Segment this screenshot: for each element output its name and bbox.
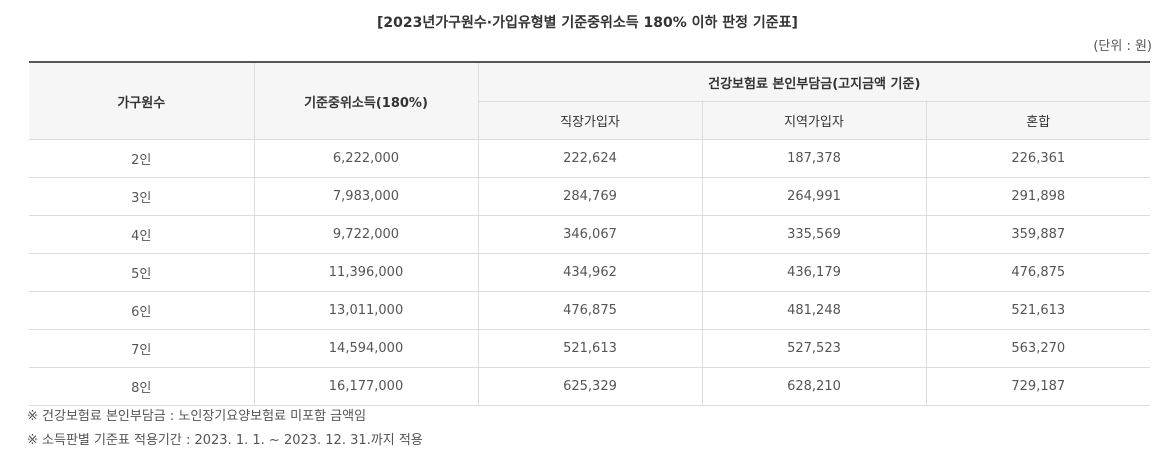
- cell-employee: 434,962: [477, 253, 702, 292]
- cell-mixed: 291,898: [925, 177, 1151, 216]
- table-row: 2인 6,222,000 222,624 187,378 226,361: [29, 139, 1151, 178]
- table-row: 7인 14,594,000 521,613 527,523 563,270: [29, 329, 1151, 368]
- table-row: 6인 13,011,000 476,875 481,248 521,613: [29, 291, 1151, 330]
- header-premium-group: 건강보험료 본인부담금(고지금액 기준): [477, 61, 1151, 102]
- cell-median-income: 16,177,000: [253, 367, 478, 406]
- header-regional: 지역가입자: [701, 101, 926, 140]
- cell-household: 3인: [29, 177, 254, 216]
- cell-regional: 335,569: [701, 215, 926, 254]
- cell-household: 2인: [29, 139, 254, 178]
- header-mixed: 혼합: [925, 101, 1151, 140]
- table-title: [2023년가구원수·가입유형별 기준중위소득 180% 이하 판정 기준표]: [377, 15, 798, 31]
- cell-household: 4인: [29, 215, 254, 254]
- cell-household: 6인: [29, 291, 254, 330]
- cell-median-income: 14,594,000: [253, 329, 478, 368]
- header-row: 가구원수 기준중위소득(180%) 건강보험료 본인부담금(고지금액 기준): [29, 61, 1151, 140]
- cell-mixed: 226,361: [925, 139, 1151, 178]
- footnote: ※ 소득판별 기준표 적용기간 : 2023. 1. 1. ~ 2023. 12…: [27, 433, 423, 448]
- header-household: 가구원수: [29, 61, 254, 140]
- cell-regional: 187,378: [701, 139, 926, 178]
- unit-label: (단위 : 원): [1093, 39, 1152, 54]
- cell-mixed: 359,887: [925, 215, 1151, 254]
- cell-mixed: 521,613: [925, 291, 1151, 330]
- cell-median-income: 9,722,000: [253, 215, 478, 254]
- cell-household: 8인: [29, 367, 254, 406]
- table-row: 3인 7,983,000 284,769 264,991 291,898: [29, 177, 1151, 216]
- cell-regional: 628,210: [701, 367, 926, 406]
- cell-mixed: 563,270: [925, 329, 1151, 368]
- income-criteria-table: 가구원수 기준중위소득(180%) 건강보험료 본인부담금(고지금액 기준) 직…: [29, 61, 1151, 406]
- cell-mixed: 729,187: [925, 367, 1151, 406]
- cell-household: 7인: [29, 329, 254, 368]
- footnotes: ※ 건강보험료 본인부담금 : 노인장기요양보험료 미포함 금액임 ※ 소득판별…: [27, 405, 423, 453]
- cell-employee: 625,329: [477, 367, 702, 406]
- footnote: ※ 건강보험료 본인부담금 : 노인장기요양보험료 미포함 금액임: [27, 409, 367, 424]
- cell-regional: 527,523: [701, 329, 926, 368]
- cell-household: 5인: [29, 253, 254, 292]
- cell-employee: 222,624: [477, 139, 702, 178]
- cell-employee: 521,613: [477, 329, 702, 368]
- cell-employee: 284,769: [477, 177, 702, 216]
- cell-employee: 346,067: [477, 215, 702, 254]
- cell-median-income: 13,011,000: [253, 291, 478, 330]
- cell-median-income: 11,396,000: [253, 253, 478, 292]
- header-median-income: 기준중위소득(180%): [253, 61, 478, 140]
- cell-regional: 436,179: [701, 253, 926, 292]
- table-row: 8인 16,177,000 625,329 628,210 729,187: [29, 367, 1151, 406]
- table-row: 4인 9,722,000 346,067 335,569 359,887: [29, 215, 1151, 254]
- cell-median-income: 7,983,000: [253, 177, 478, 216]
- cell-employee: 476,875: [477, 291, 702, 330]
- cell-mixed: 476,875: [925, 253, 1151, 292]
- cell-regional: 481,248: [701, 291, 926, 330]
- table-row: 5인 11,396,000 434,962 436,179 476,875: [29, 253, 1151, 292]
- subheader-row: 직장가입자 지역가입자 혼합: [29, 101, 1151, 140]
- header-employee: 직장가입자: [477, 101, 702, 140]
- cell-median-income: 6,222,000: [253, 139, 478, 178]
- cell-regional: 264,991: [701, 177, 926, 216]
